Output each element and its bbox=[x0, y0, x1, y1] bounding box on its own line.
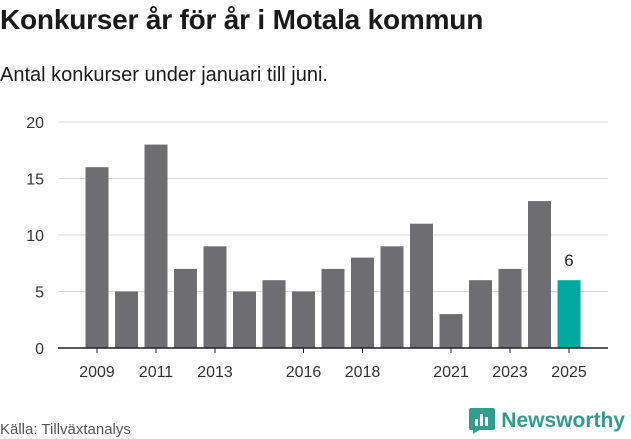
y-tick-label: 20 bbox=[26, 115, 44, 132]
x-tick-label: 2023 bbox=[492, 364, 528, 381]
bar bbox=[144, 144, 168, 348]
chart-title: Konkurser år för år i Motala kommun bbox=[0, 4, 484, 35]
source-note: Källa: Tillväxtanalys bbox=[0, 421, 131, 438]
bar bbox=[174, 268, 197, 348]
bar bbox=[85, 167, 109, 348]
y-tick-label: 15 bbox=[26, 172, 44, 189]
bar bbox=[233, 291, 256, 348]
bar bbox=[469, 280, 492, 348]
x-tick-label: 2016 bbox=[286, 364, 322, 381]
brand-logo: Newsworthy bbox=[469, 408, 625, 434]
chart-subtitle: Antal konkurser under januari till juni. bbox=[0, 64, 328, 86]
y-tick-label: 10 bbox=[26, 228, 44, 245]
bar bbox=[439, 314, 463, 348]
bar bbox=[557, 280, 581, 348]
bar bbox=[321, 268, 345, 348]
bar bbox=[115, 291, 138, 348]
y-tick-label: 0 bbox=[35, 341, 44, 358]
bar bbox=[410, 223, 433, 348]
bar bbox=[498, 268, 522, 348]
bar bbox=[203, 246, 227, 348]
newsworthy-icon bbox=[469, 408, 496, 434]
bar bbox=[351, 257, 374, 348]
x-tick-label: 2018 bbox=[345, 364, 381, 381]
x-tick-label: 2013 bbox=[197, 364, 233, 381]
bar-chart: 0 5 10 15 20 6 2009 2011 2013 2016 2018 2021 2023 202… bbox=[26, 115, 608, 381]
bar bbox=[380, 246, 404, 348]
bar bbox=[262, 280, 286, 348]
brand-name: Newsworthy bbox=[501, 409, 625, 432]
x-tick-label: 2025 bbox=[551, 364, 587, 381]
bar bbox=[528, 201, 551, 348]
bar bbox=[292, 291, 315, 348]
x-tick-label: 2009 bbox=[79, 364, 115, 381]
x-tick-label: 2021 bbox=[433, 364, 469, 381]
x-tick-label: 2011 bbox=[139, 364, 174, 381]
data-label: 6 bbox=[564, 251, 573, 270]
y-tick-label: 5 bbox=[35, 285, 44, 302]
